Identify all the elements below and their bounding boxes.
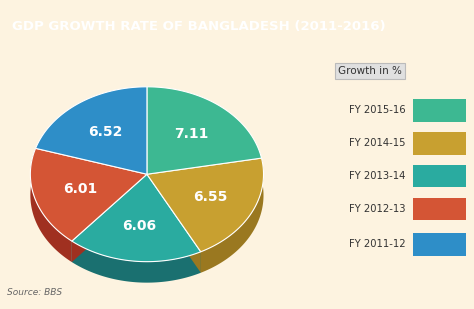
- Bar: [413, 132, 466, 154]
- Text: FY 2013-14: FY 2013-14: [349, 171, 406, 181]
- Text: FY 2012-13: FY 2012-13: [349, 204, 406, 214]
- Polygon shape: [147, 158, 264, 252]
- Polygon shape: [72, 174, 147, 262]
- Polygon shape: [147, 87, 262, 174]
- Polygon shape: [72, 174, 201, 262]
- Bar: [413, 233, 466, 256]
- Bar: [413, 165, 466, 187]
- Text: 6.52: 6.52: [88, 125, 123, 139]
- Text: Source: BBS: Source: BBS: [7, 287, 62, 297]
- Text: FY 2015-16: FY 2015-16: [349, 105, 406, 116]
- Polygon shape: [72, 241, 201, 283]
- Polygon shape: [30, 148, 72, 262]
- Text: 6.01: 6.01: [63, 182, 97, 196]
- Polygon shape: [147, 174, 201, 273]
- Bar: [413, 198, 466, 220]
- Text: FY 2011-12: FY 2011-12: [349, 239, 406, 249]
- Text: GDP GROWTH RATE OF BANGLADESH (2011-2016): GDP GROWTH RATE OF BANGLADESH (2011-2016…: [12, 20, 385, 33]
- Text: 6.55: 6.55: [192, 190, 227, 204]
- Text: FY 2014-15: FY 2014-15: [349, 138, 406, 148]
- Polygon shape: [201, 158, 264, 273]
- Polygon shape: [147, 174, 201, 273]
- Bar: [413, 99, 466, 122]
- Polygon shape: [30, 148, 147, 241]
- Polygon shape: [72, 174, 147, 262]
- Text: 7.11: 7.11: [174, 127, 209, 141]
- Text: Growth in %: Growth in %: [338, 66, 401, 76]
- Polygon shape: [36, 87, 147, 174]
- Text: 6.06: 6.06: [122, 219, 156, 233]
